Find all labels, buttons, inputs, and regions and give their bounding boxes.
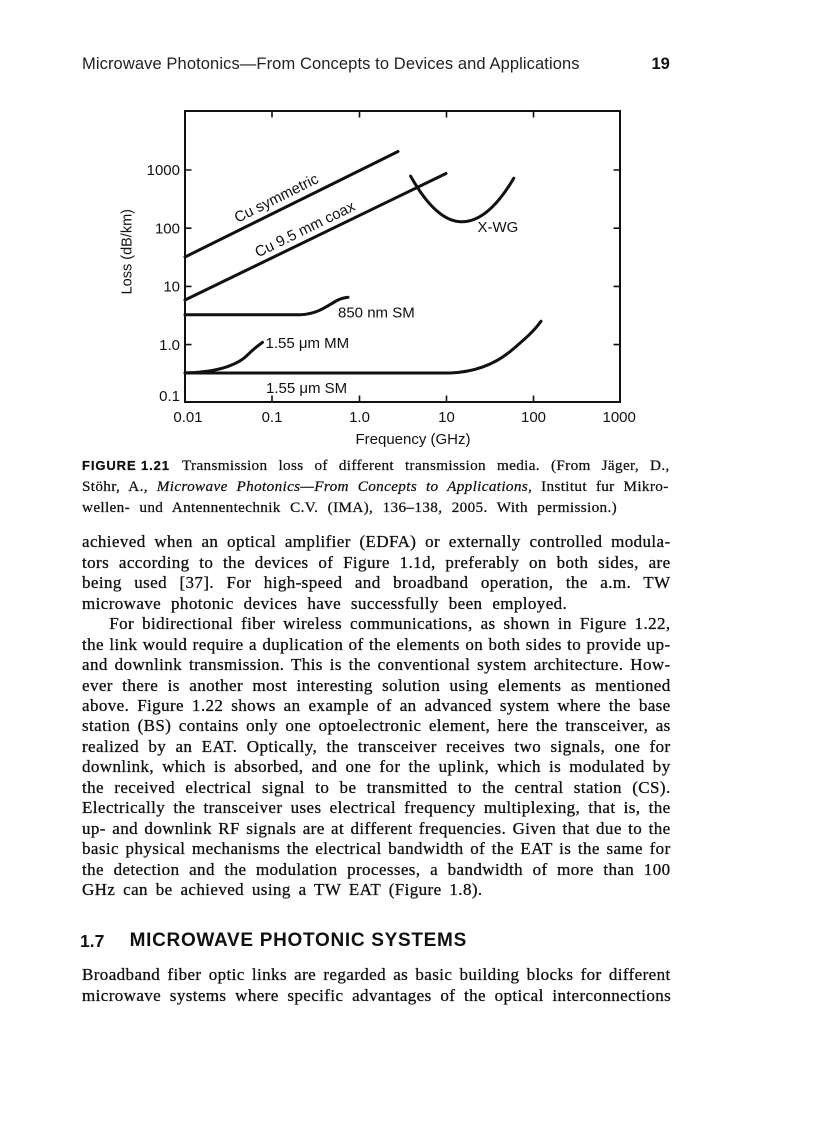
- svg-text:10: 10: [438, 409, 455, 426]
- svg-text:1.0: 1.0: [349, 409, 370, 426]
- svg-text:10: 10: [163, 279, 180, 296]
- svg-text:100: 100: [155, 220, 180, 237]
- svg-text:1000: 1000: [147, 162, 180, 179]
- svg-text:850 nm SM: 850 nm SM: [338, 305, 415, 322]
- svg-text:100: 100: [521, 409, 546, 426]
- svg-text:Frequency (GHz): Frequency (GHz): [355, 431, 470, 448]
- svg-text:Loss (dB/km): Loss (dB/km): [120, 209, 136, 294]
- svg-text:X-WG: X-WG: [478, 219, 519, 236]
- svg-text:0.1: 0.1: [262, 409, 283, 426]
- svg-text:1.55 μm MM: 1.55 μm MM: [266, 335, 350, 352]
- svg-text:0.01: 0.01: [173, 409, 202, 426]
- svg-text:0.1: 0.1: [159, 388, 180, 405]
- svg-text:1.0: 1.0: [159, 337, 180, 354]
- svg-text:1.55 μm SM: 1.55 μm SM: [266, 380, 347, 397]
- svg-text:1000: 1000: [603, 409, 636, 426]
